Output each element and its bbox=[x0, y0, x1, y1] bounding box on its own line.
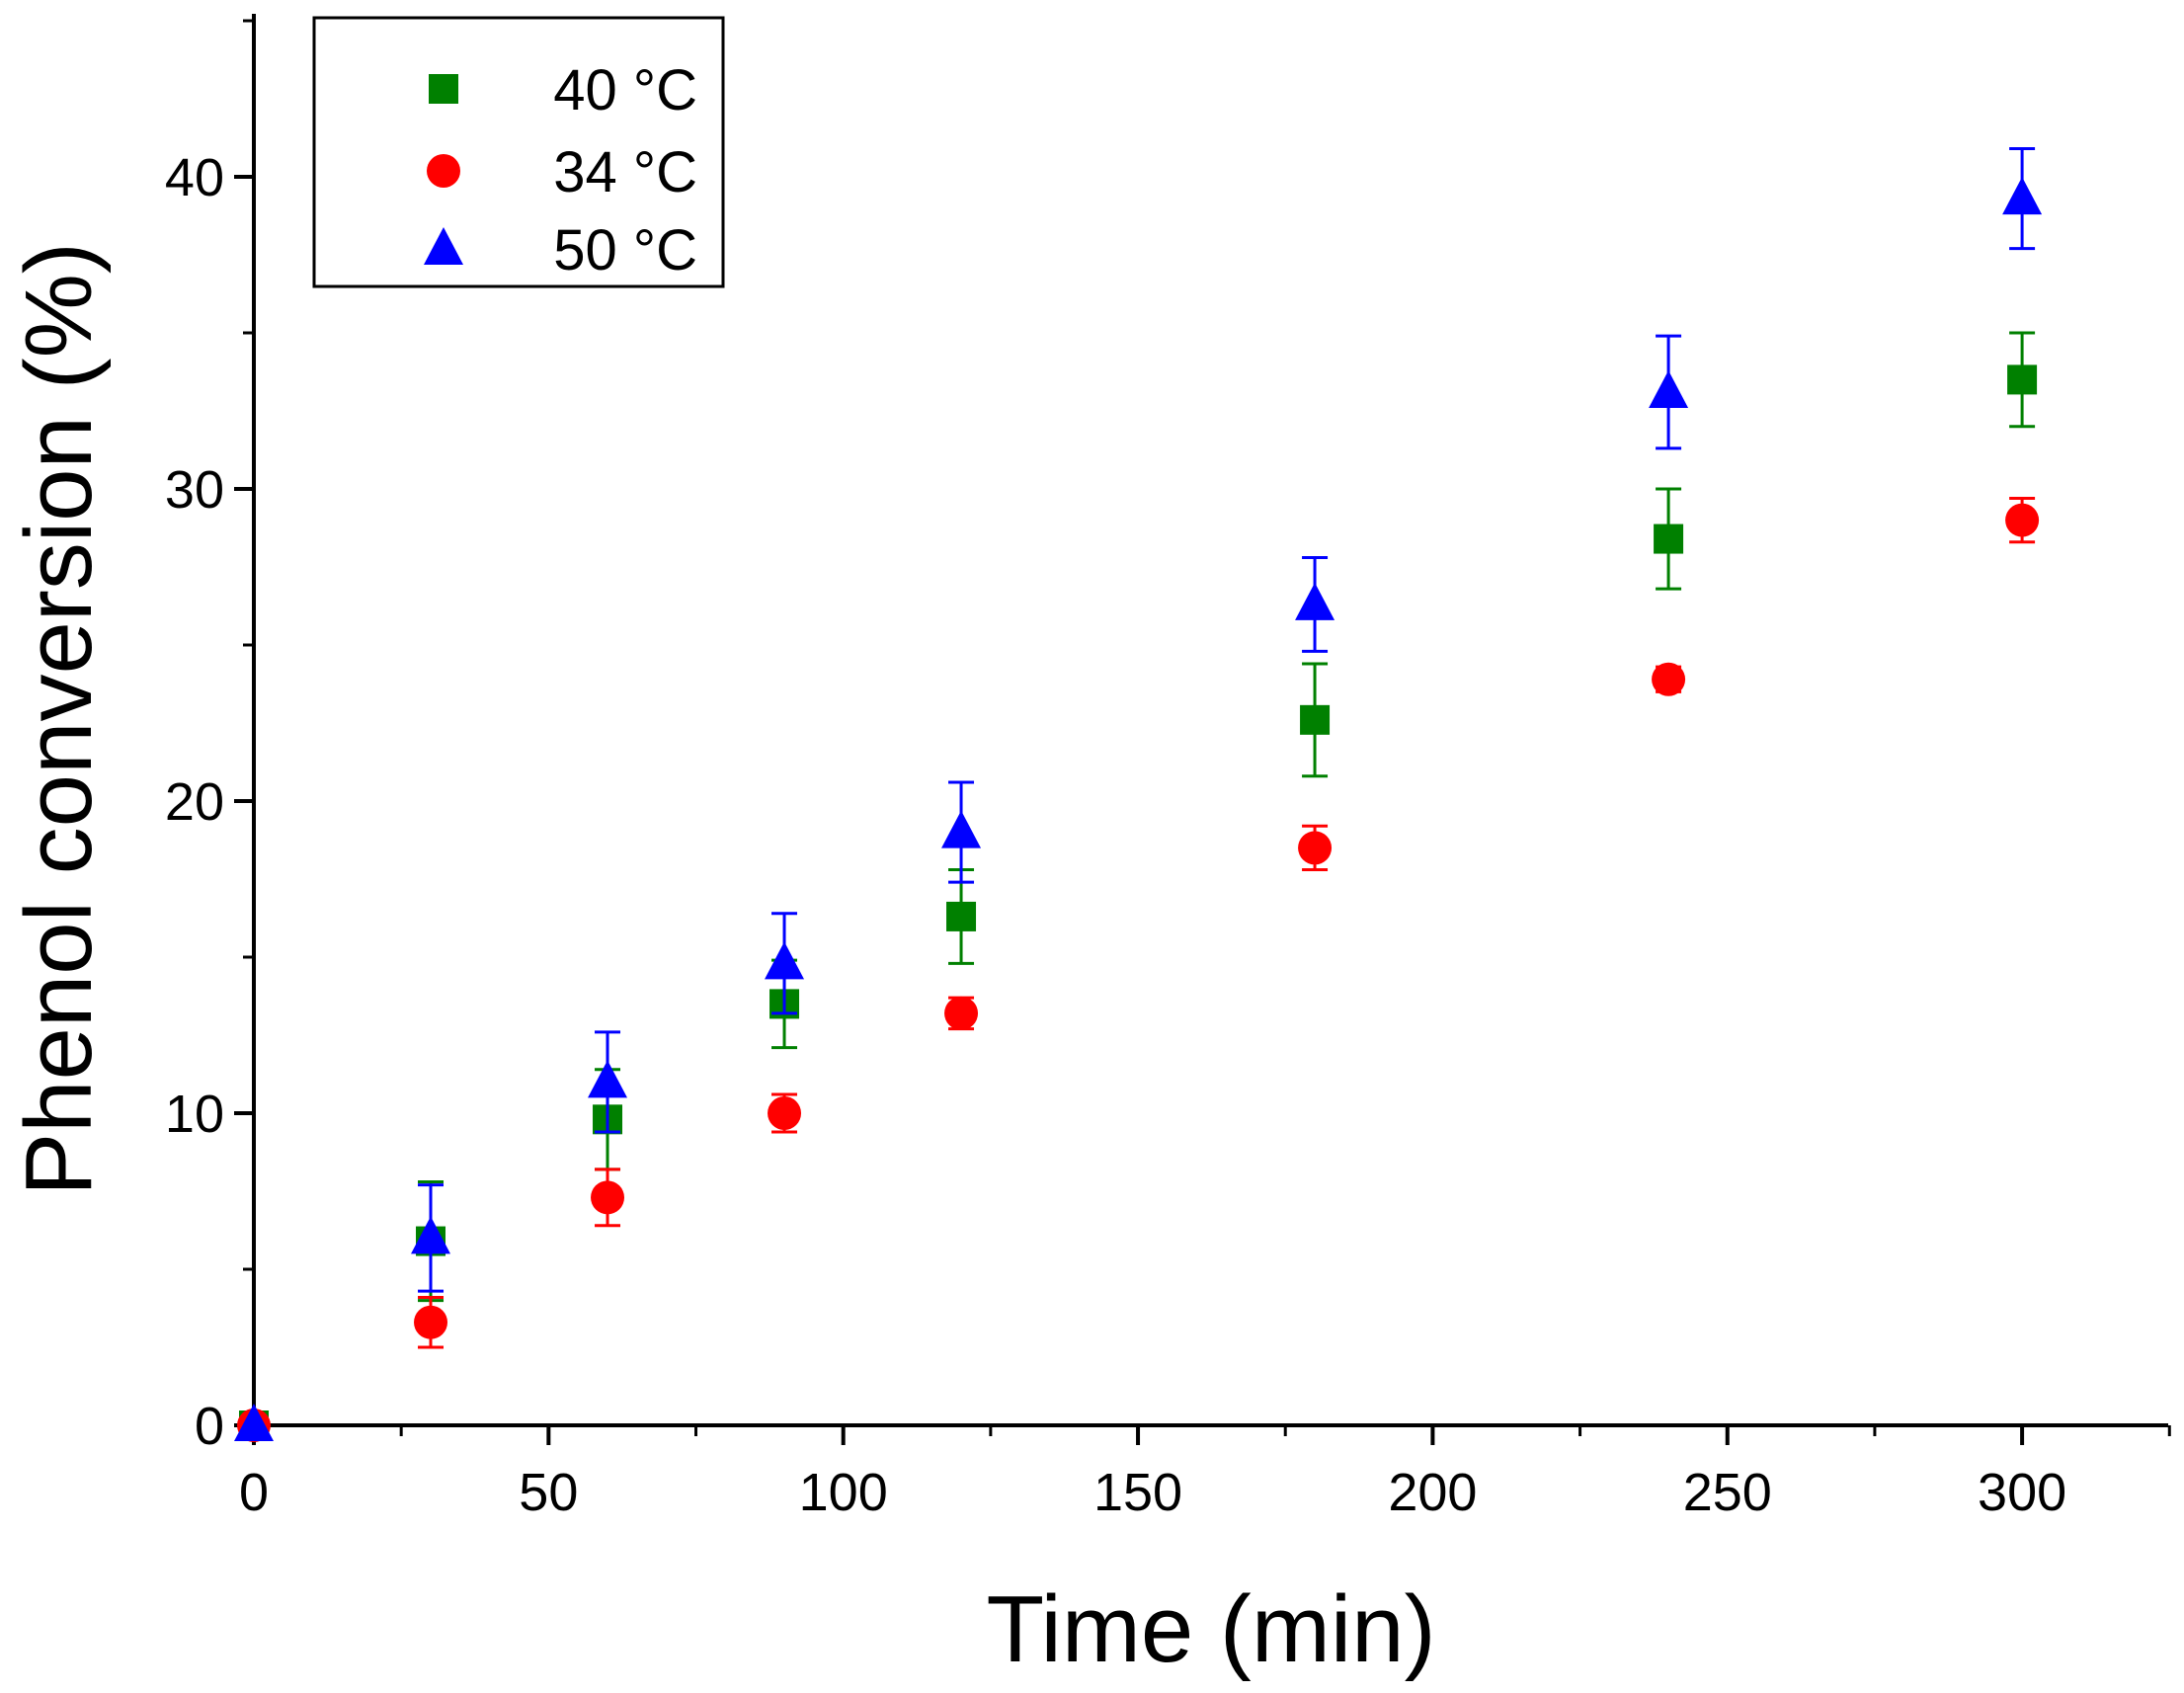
legend-items: 40 °C 34 °C 50 °C bbox=[424, 58, 697, 282]
data-point bbox=[1649, 370, 1689, 409]
y-tick-label: 40 bbox=[165, 148, 224, 207]
data-point bbox=[591, 1180, 625, 1215]
series-layer bbox=[234, 147, 2043, 1442]
x-tick-label: 50 bbox=[519, 1463, 578, 1522]
x-axis-title: Time (min) bbox=[986, 1576, 1435, 1682]
data-point bbox=[2005, 503, 2040, 537]
y-tick-label: 10 bbox=[165, 1085, 224, 1144]
legend: 40 °C 34 °C 50 °C bbox=[312, 16, 725, 288]
y-tick-label: 30 bbox=[165, 460, 224, 520]
series-square bbox=[239, 331, 2038, 1440]
data-point bbox=[768, 1096, 802, 1130]
data-point bbox=[588, 1060, 628, 1098]
data-point bbox=[1300, 704, 1331, 735]
data-point bbox=[1295, 582, 1335, 620]
legend-label: 34 °C bbox=[553, 140, 697, 204]
x-tick-label: 250 bbox=[1683, 1463, 1772, 1522]
y-tick-label: 0 bbox=[195, 1397, 224, 1456]
tick-labels: 0 50 100 150 200 250 300 0 10 20 30 40 bbox=[165, 148, 2066, 1522]
data-point bbox=[411, 1216, 451, 1254]
data-point bbox=[1654, 524, 1684, 554]
x-tick-label: 200 bbox=[1388, 1463, 1477, 1522]
data-point bbox=[765, 941, 805, 980]
legend-label: 50 °C bbox=[553, 218, 697, 282]
axes bbox=[252, 14, 2168, 1427]
data-point bbox=[2002, 177, 2043, 215]
x-tick-label: 0 bbox=[239, 1463, 269, 1522]
legend-box bbox=[312, 16, 725, 288]
series-triangle bbox=[234, 147, 2043, 1441]
data-point bbox=[1652, 662, 1686, 696]
x-tick-label: 150 bbox=[1093, 1463, 1182, 1522]
data-point bbox=[234, 1404, 274, 1441]
y-tick-label: 20 bbox=[165, 772, 224, 832]
y-axis-title: Phenol conversion (%) bbox=[6, 242, 112, 1196]
data-point bbox=[941, 810, 982, 848]
legend-label: 40 °C bbox=[553, 58, 697, 122]
data-point bbox=[1298, 831, 1333, 865]
legend-marker bbox=[429, 74, 458, 104]
legend-marker bbox=[424, 227, 463, 265]
legend-marker bbox=[427, 154, 460, 188]
x-tick-label: 100 bbox=[799, 1463, 888, 1522]
data-point bbox=[946, 901, 977, 931]
x-tick-label: 300 bbox=[1978, 1463, 2066, 1522]
data-point bbox=[414, 1305, 448, 1339]
data-point bbox=[944, 996, 979, 1030]
data-point bbox=[2007, 364, 2038, 395]
series-circle bbox=[237, 496, 2040, 1442]
